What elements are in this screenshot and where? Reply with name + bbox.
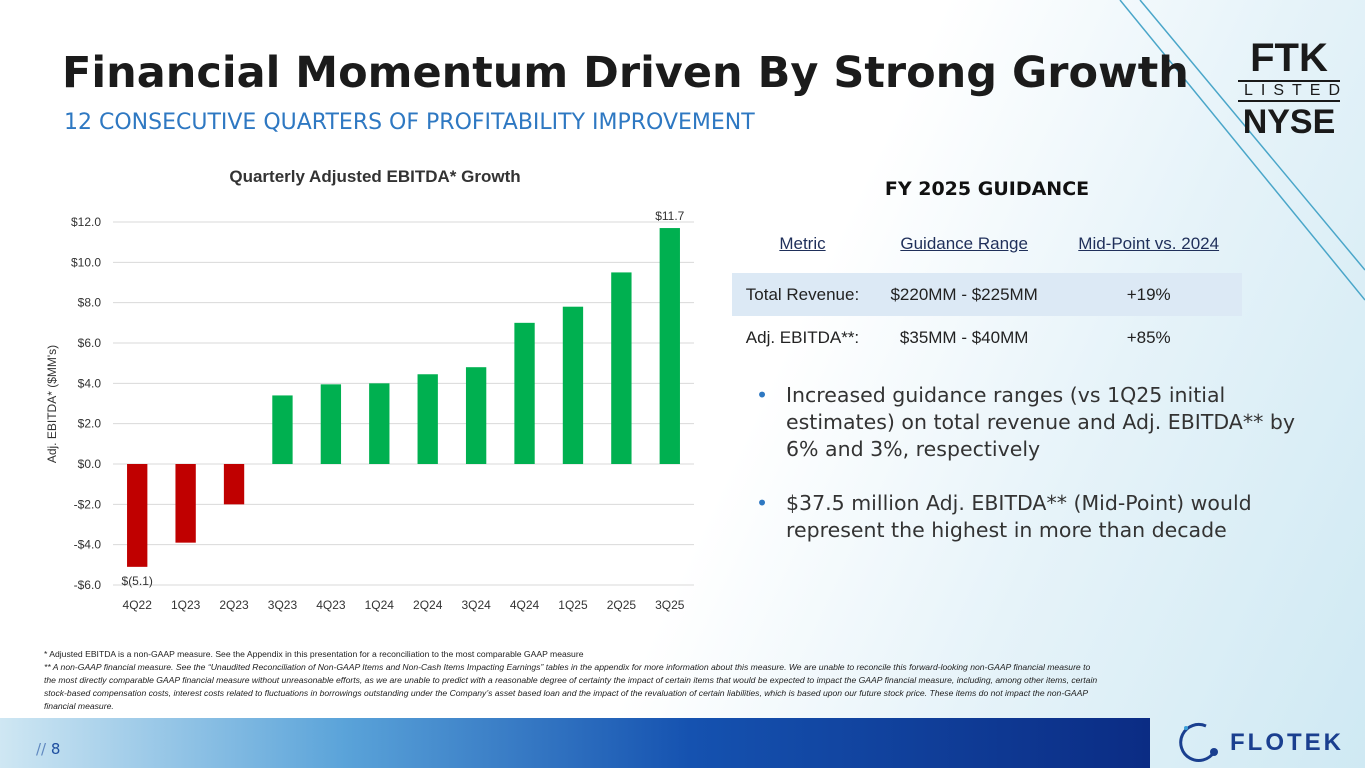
cell: $220MM - $225MM [872,273,1056,316]
footnote: * Adjusted EBITDA is a non-GAAP measure.… [44,649,584,659]
exchange: NYSE [1242,103,1336,141]
value-label: $11.7 [655,209,684,223]
col-header: Guidance Range [900,234,1028,253]
bullets: Increased guidance ranges (vs 1Q25 initi… [752,382,1296,571]
value-label: $(5.1) [122,574,153,588]
x-tick-label: 3Q25 [655,598,685,612]
page-marker: // [36,740,47,758]
ticker: FTK [1250,36,1328,80]
y-tick-label: $10.0 [71,255,101,269]
brand-mark [1179,722,1218,762]
subtitle: 12 CONSECUTIVE QUARTERS OF PROFITABILITY… [64,110,755,135]
x-tick-label: 4Q22 [123,598,153,612]
y-tick-label: $12.0 [71,215,101,229]
brand-logo: FLOTEK [1176,718,1344,768]
bar [659,228,680,464]
x-tick-label: 3Q23 [268,598,298,612]
bar [175,464,196,543]
cell: Total Revenue: [732,273,873,316]
y-tick-label: $8.0 [78,296,102,310]
listed: LISTED [1238,80,1340,102]
bar [369,383,390,464]
cell: +85% [1126,327,1171,347]
chart: Quarterly Adjusted EBITDA* Growth Adj. E… [45,167,694,612]
footnotes: * Adjusted EBITDA is a non-GAAP measure.… [44,648,1104,713]
x-tick-label: 1Q23 [171,598,201,612]
x-tick-label: 4Q24 [510,598,540,612]
x-tick-label: 2Q23 [219,598,249,612]
y-tick-label: $6.0 [78,336,102,350]
y-tick-label: -$6.0 [74,578,102,592]
bar [611,272,632,464]
footnote: ** A non-GAAP financial measure. See the… [44,662,1098,711]
bar [272,395,293,464]
page: 8 [50,740,61,758]
guidance-table: Metric Guidance Range Mid-Point vs. 2024 T… [732,215,1242,359]
bar [223,464,245,505]
footer-band [0,718,1150,768]
bar [320,384,342,464]
x-tick-label: 1Q25 [558,598,588,612]
y-tick-label: $2.0 [78,417,102,431]
brand: FLOTEK [1230,729,1344,756]
y-axis-label: Adj. EBITDA* ($MM's) [45,345,59,463]
decor-lines [1119,0,1365,301]
title: Financial Momentum Driven By Strong Grow… [62,48,1189,98]
bar [127,464,148,567]
cell: +19% [1055,273,1242,316]
page-number: // 8 [36,740,60,758]
bullet: $37.5 million Adj. EBITDA** (Mid-Point) … [756,490,1296,544]
listing-logo: FTK LISTED NYSE [1238,38,1340,140]
cell: $35MM - $40MM [899,327,1029,347]
cell: Adj. EBITDA**: [745,327,860,347]
x-tick-label: 2Q24 [413,598,443,612]
y-tick-label: $0.0 [78,457,102,471]
y-tick-label: -$4.0 [74,538,102,552]
bar [514,322,535,464]
y-tick-label: -$2.0 [74,497,102,511]
col-header: Metric [779,234,826,253]
col-header: Mid-Point vs. 2024 [1078,234,1220,253]
x-tick-label: 2Q25 [607,598,637,612]
x-tick-label: 4Q23 [316,598,346,612]
y-tick-label: $4.0 [78,376,102,390]
bar [465,367,487,464]
chart-title: Quarterly Adjusted EBITDA* Growth [229,167,520,186]
bar [417,374,438,464]
bar [562,306,584,464]
guidance-title: FY 2025 GUIDANCE [884,178,1090,200]
x-tick-label: 3Q24 [461,598,491,612]
x-tick-label: 1Q24 [365,598,395,612]
bullet: Increased guidance ranges (vs 1Q25 initi… [756,382,1296,463]
